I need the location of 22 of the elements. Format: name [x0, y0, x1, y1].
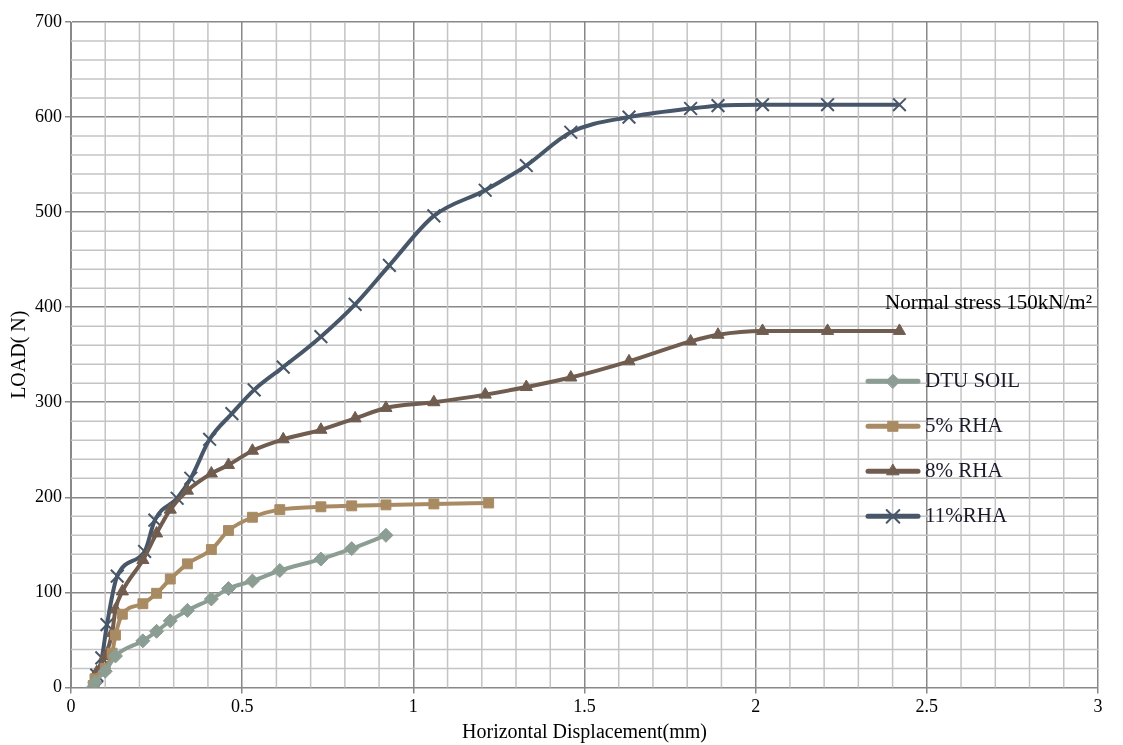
legend-label: 5% RHA — [925, 412, 1004, 437]
y-tick-label: 600 — [35, 105, 62, 126]
y-tick-label: 300 — [35, 390, 62, 411]
x-tick-label: 1 — [408, 695, 418, 716]
x-tick-label: 1.5 — [573, 695, 596, 716]
y-tick-label: 100 — [35, 581, 62, 602]
y-tick-label: 400 — [35, 295, 62, 316]
legend-label: DTU SOIL — [925, 367, 1021, 392]
x-tick-label: 0 — [66, 695, 76, 716]
x-axis-title: Horizontal Displacement(mm) — [462, 720, 707, 744]
x-tick-label: 2.5 — [915, 695, 939, 716]
y-tick-label: 200 — [35, 486, 62, 507]
y-tick-label: 0 — [53, 676, 62, 697]
x-tick-label: 3 — [1093, 695, 1103, 716]
legend-label: 11%RHA — [925, 502, 1008, 527]
y-tick-label: 700 — [35, 10, 62, 31]
y-axis-title: LOAD( N) — [7, 310, 31, 399]
x-tick-label: 2 — [751, 695, 761, 716]
legend-label: 8% RHA — [925, 457, 1004, 482]
y-tick-label: 500 — [35, 200, 62, 221]
x-tick-label: 0.5 — [230, 695, 254, 716]
annotation: Normal stress 150kN/m² — [885, 289, 1092, 314]
